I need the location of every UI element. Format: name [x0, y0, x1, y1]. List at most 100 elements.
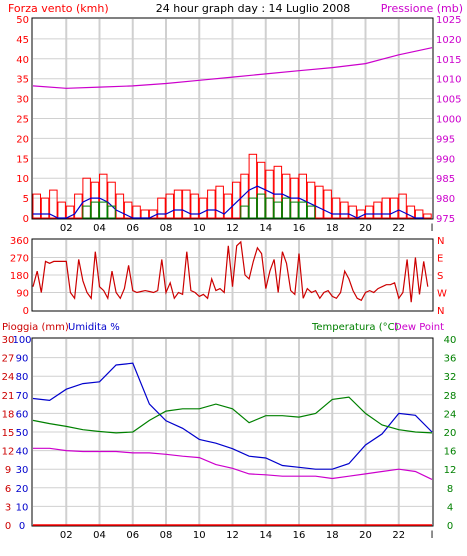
temperature-tick: 16 — [444, 447, 457, 458]
wind-direction-line — [32, 240, 429, 303]
hour-tick-top: 16 — [293, 223, 306, 234]
hour-tick-bottom: 14 — [259, 530, 272, 541]
hour-tick-top: 20 — [359, 223, 372, 234]
humidity-tick: 100 — [12, 335, 31, 346]
wind-gust-bar — [423, 213, 432, 219]
wind-gust-bar — [173, 189, 183, 219]
pressure-tick: 1010 — [436, 75, 461, 86]
temperature-tick: 8 — [447, 484, 453, 495]
panel-wind-direction-grid — [33, 240, 432, 310]
compass-tick: E — [437, 254, 443, 265]
humidity-axis-label: Umidita % — [68, 322, 120, 333]
hour-tick-bottom: 18 — [326, 530, 339, 541]
wind-minimum-bar — [281, 197, 291, 219]
wind-gust-bar — [107, 181, 116, 219]
temperature-tick: 4 — [447, 502, 453, 513]
hour-tick-top: 22 — [392, 223, 405, 234]
wind-gust-bar — [265, 169, 274, 219]
humidity-tick: 30 — [16, 465, 29, 476]
hour-tick-top: 08 — [160, 223, 173, 234]
wind-gust-bar — [140, 209, 150, 219]
temperature-tick: 32 — [444, 372, 457, 383]
humidity-tick: 50 — [16, 428, 29, 439]
hour-tick-bottom: 22 — [392, 530, 405, 541]
wind-gust-bar — [298, 173, 307, 219]
header-right-label: Pressione (mb) — [381, 2, 463, 15]
panel-wind-direction-frame — [31, 238, 434, 312]
humidity-tick: 90 — [16, 354, 29, 365]
rain-axis-label: Pioggia (mm) — [2, 322, 69, 333]
header-title: 24 hour graph day : 14 Luglio 2008 — [156, 2, 351, 15]
wind-gust-bar — [232, 181, 241, 219]
direction-degree-tick: 0 — [23, 306, 29, 317]
wind-minimum-bar — [306, 205, 316, 219]
humidity-tick: 60 — [16, 409, 29, 420]
panel-wind-direction-series — [32, 240, 429, 303]
wind-gust-bar — [132, 205, 141, 219]
wind-gust-bar — [207, 189, 216, 219]
temperature-tick: 12 — [444, 465, 457, 476]
wind-gust-bar — [398, 193, 407, 219]
hour-tick-top: 14 — [259, 223, 272, 234]
pressure-axis: 975 980 985 990 995 1000 1005 1010 1015 1020 1025 — [436, 15, 461, 225]
wind-gust-bar — [198, 197, 208, 219]
compass-tick: N — [437, 306, 444, 317]
pressure-tick: 1015 — [436, 55, 461, 66]
rain-tick: 27 — [2, 354, 15, 365]
average-line — [33, 185, 424, 219]
humidity-tick: 20 — [16, 484, 29, 495]
panel-wind-pressure-series — [32, 47, 433, 219]
wind-minimum-bar — [298, 201, 307, 219]
hour-tick-top: 04 — [93, 223, 106, 234]
pressure-tick: 1025 — [436, 15, 461, 26]
wind-gust-bar — [373, 201, 382, 219]
wind-gust-bar — [99, 173, 108, 219]
pressure-tick: 1000 — [436, 115, 461, 126]
wind-minimum-bar — [248, 197, 258, 219]
panel-temp-humidity-series — [32, 362, 433, 526]
temperature-tick: 28 — [444, 391, 457, 402]
hour-tick-bottom: 10 — [193, 530, 206, 541]
rain-tick: 18 — [2, 409, 15, 420]
compass-tick: W — [437, 289, 447, 300]
compass-tick: N — [437, 236, 444, 247]
wind-gust-bar — [273, 165, 283, 219]
wind-speed-tick: 10 — [16, 174, 29, 185]
wind-gust-bar — [348, 205, 357, 219]
pressure-line — [32, 47, 433, 89]
hour-axis-top: 02 04 06 08 10 12 14 16 18 20 22 l — [60, 223, 434, 234]
wind-gust-bar — [306, 181, 316, 219]
pressure-tick: 985 — [436, 174, 455, 185]
wind-gust-bar — [389, 197, 399, 219]
hour-tick-bottom: l — [431, 530, 434, 541]
wind-speed-tick: 5 — [23, 194, 29, 205]
hour-tick-top: 12 — [226, 223, 239, 234]
hour-tick-top: l — [431, 223, 434, 234]
dewpoint-line — [33, 447, 433, 480]
temperature-tick: 24 — [444, 409, 457, 420]
hour-tick-top: 18 — [326, 223, 339, 234]
wind-gust-bar — [248, 153, 258, 219]
header-left-label: Forza vento (kmh) — [8, 2, 109, 15]
rain-tick: 24 — [2, 372, 15, 383]
rain-tick: 0 — [5, 521, 11, 532]
hour-tick-bottom: 16 — [293, 530, 306, 541]
pressure-tick: 1005 — [436, 95, 461, 106]
wind-gust-bar — [256, 161, 266, 219]
humidity-tick: 0 — [19, 521, 25, 532]
hour-tick-bottom: 08 — [160, 530, 173, 541]
wind-speed-tick: 50 — [16, 15, 29, 26]
temperature-axis: 0 4 8 12 16 20 24 28 32 36 40 — [444, 335, 457, 532]
wind-minimum-bar — [90, 201, 100, 219]
wind-minimum-bar — [290, 201, 299, 219]
wind-speed-tick: 20 — [16, 134, 29, 145]
wind-speed-tick: 30 — [16, 95, 29, 106]
rain-tick: 12 — [2, 447, 15, 458]
rain-tick: 15 — [2, 428, 15, 439]
wind-gust-bar — [323, 189, 332, 219]
